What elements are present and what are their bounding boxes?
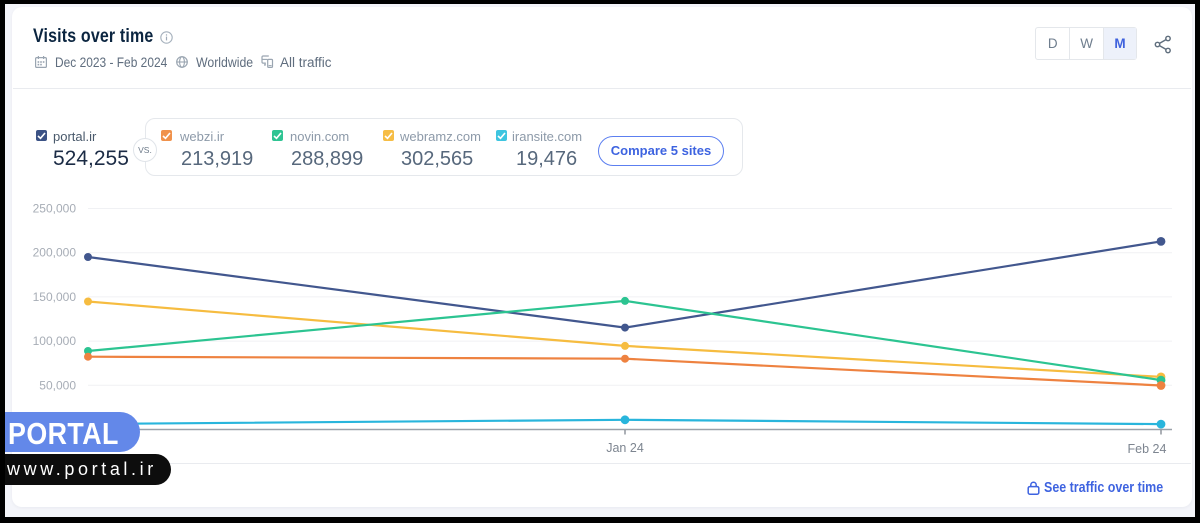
svg-text:Feb 24: Feb 24 [1128, 442, 1167, 456]
svg-text:100,000: 100,000 [33, 334, 77, 348]
svg-text:Jan 24: Jan 24 [606, 441, 644, 455]
svg-text:150,000: 150,000 [33, 290, 77, 304]
svg-text:50,000: 50,000 [39, 378, 76, 392]
svg-text:200,000: 200,000 [33, 246, 77, 260]
svg-text:250,000: 250,000 [33, 202, 77, 216]
